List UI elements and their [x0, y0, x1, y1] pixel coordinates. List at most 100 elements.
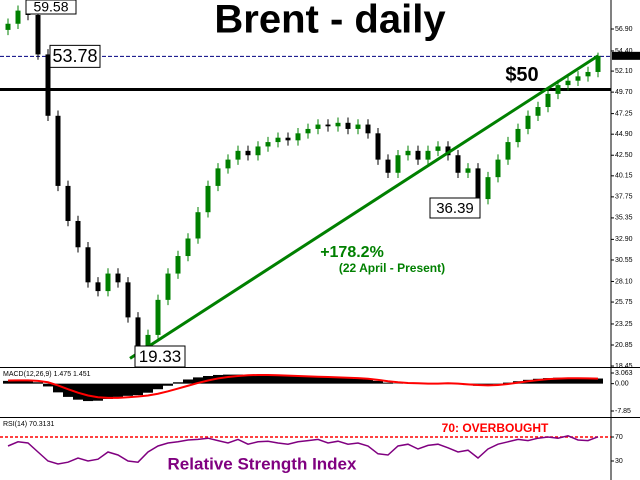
- candle-body: [85, 247, 91, 283]
- candle-body: [65, 185, 71, 221]
- macd-bar: [493, 383, 503, 385]
- y-tick-label: 52.10: [615, 68, 633, 75]
- macd-bar: [333, 377, 343, 384]
- macd-bar: [233, 374, 243, 384]
- y-tick-label: 28.10: [615, 278, 633, 285]
- candle-body: [445, 146, 451, 156]
- y-tick-label: 49.70: [615, 89, 633, 96]
- candle-body: [245, 150, 251, 156]
- macd-bar: [173, 382, 183, 384]
- candle-body: [495, 159, 501, 178]
- candle-body: [525, 115, 531, 129]
- y-tick-label: 23.25: [615, 321, 633, 328]
- y-tick-label: 32.90: [615, 236, 633, 243]
- candle-body: [175, 256, 181, 274]
- macd-bar: [83, 383, 93, 402]
- candle-body: [385, 159, 391, 173]
- candle-body: [375, 133, 381, 160]
- macd-bar: [133, 383, 143, 396]
- macd-bar: [593, 378, 603, 384]
- candle-body: [105, 273, 111, 292]
- macd-bar: [243, 374, 253, 384]
- macd-bar: [183, 379, 193, 384]
- macd-bar: [353, 378, 363, 384]
- candle-body: [225, 159, 231, 169]
- candle-body: [45, 54, 51, 116]
- candle-body: [345, 122, 351, 129]
- candle-body: [465, 168, 471, 173]
- y-tick-label: 47.25: [615, 110, 633, 117]
- candle-body: [145, 334, 151, 349]
- candle-body: [335, 122, 341, 127]
- candle-body: [135, 317, 141, 349]
- candle-body: [405, 150, 411, 156]
- macd-bar: [383, 382, 393, 384]
- candle-body: [325, 124, 331, 127]
- candle-body: [435, 146, 441, 151]
- macd-bar: [163, 383, 173, 386]
- candle-body: [515, 128, 521, 143]
- callout-box: [25, 0, 77, 15]
- macd-bar: [143, 383, 153, 393]
- candle-body: [255, 146, 261, 156]
- candle-body: [15, 10, 21, 24]
- candle-body: [95, 282, 101, 292]
- rsi-line: [7, 435, 599, 465]
- macd-bar: [123, 383, 133, 396]
- macd-bar: [153, 383, 163, 390]
- candle-body: [535, 107, 541, 116]
- macd-bar: [533, 378, 543, 384]
- macd-bar: [103, 383, 113, 399]
- candle-body: [295, 133, 301, 141]
- candle-body: [35, 14, 41, 55]
- candle-body: [205, 185, 211, 213]
- callout-label: 59.58: [33, 0, 68, 15]
- y-tick-label: 44.90: [615, 131, 633, 138]
- candle-body: [285, 137, 291, 141]
- macd-bar: [293, 376, 303, 384]
- trend-label: +178.2%: [320, 244, 384, 261]
- macd-bar: [323, 377, 333, 384]
- rsi-name: Relative Strength Index: [168, 454, 357, 473]
- candle-body: [395, 155, 401, 173]
- macd-label: MACD(12,26,9) 1.475 1.451: [3, 371, 91, 378]
- candle-body: [555, 85, 561, 94]
- macd-bar: [93, 383, 103, 401]
- candle-body: [545, 93, 551, 108]
- macd-bar: [53, 383, 63, 393]
- macd-bar: [373, 380, 383, 384]
- y-tick-label: 56.90: [615, 26, 633, 33]
- last-price-box: [612, 51, 640, 60]
- candle-body: [455, 155, 461, 173]
- candle-body: [315, 124, 321, 129]
- macd-bar: [13, 380, 23, 384]
- macd-bar: [253, 374, 263, 384]
- macd-bar: [273, 375, 283, 384]
- y-tick-label: 30: [615, 458, 623, 465]
- callout-label: 19.33: [139, 347, 182, 366]
- level-label: $50: [505, 64, 538, 86]
- y-tick-label: 0.00: [615, 381, 629, 388]
- y-tick-label: 25.75: [615, 299, 633, 306]
- y-tick-label: 37.75: [615, 194, 633, 201]
- candle-body: [125, 282, 131, 318]
- y-tick-label: -7.85: [615, 408, 631, 415]
- candle-body: [215, 168, 221, 186]
- candle-body: [585, 71, 591, 77]
- chart-title: Brent - daily: [214, 0, 446, 42]
- macd-bar: [363, 379, 373, 384]
- macd-bar: [553, 377, 563, 384]
- y-tick-label: 42.50: [615, 152, 633, 159]
- y-tick-label: 70: [615, 434, 623, 441]
- candle-body: [565, 80, 571, 86]
- overbought-label: 70: OVERBOUGHT: [442, 421, 549, 435]
- candle-body: [505, 142, 511, 160]
- last-price-label: 53.84: [614, 53, 632, 60]
- macd-bar: [313, 377, 323, 384]
- candle-body: [185, 238, 191, 257]
- candle-body: [305, 128, 311, 134]
- candle-body: [355, 124, 361, 129]
